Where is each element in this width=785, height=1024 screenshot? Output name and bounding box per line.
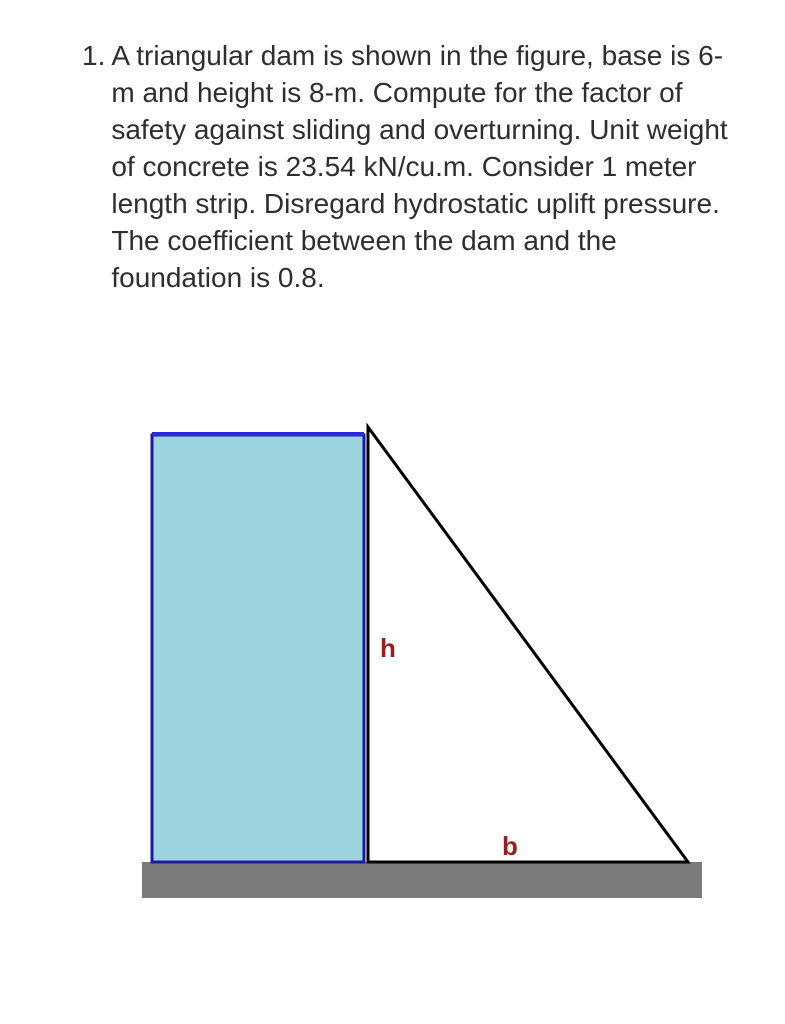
problem-number: 1. — [82, 38, 105, 75]
problem-text: A triangular dam is shown in the figure,… — [111, 38, 735, 297]
dam-triangle — [368, 427, 688, 862]
height-label: h — [380, 633, 396, 663]
problem-statement: 1. A triangular dam is shown in the figu… — [82, 38, 735, 297]
base-label: b — [502, 831, 518, 861]
water-polygon — [152, 435, 364, 862]
dam-figure: h b — [82, 357, 735, 917]
dam-diagram-svg: h b — [82, 357, 722, 917]
foundation-rect — [142, 862, 702, 898]
